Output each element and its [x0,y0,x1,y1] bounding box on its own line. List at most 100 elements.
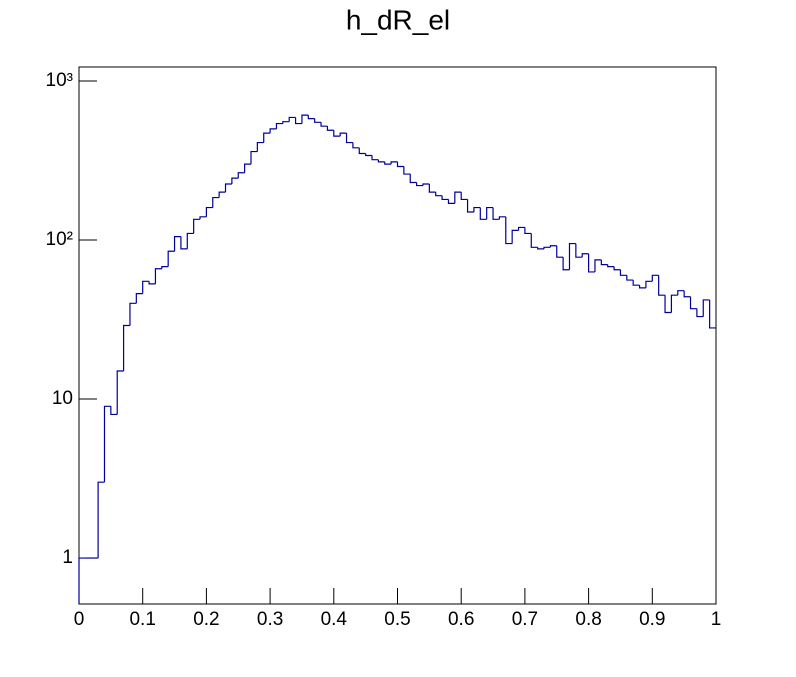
y-tick-label: 1 [62,547,73,568]
histogram-bin [619,269,627,276]
histogram-bin [549,245,557,248]
histogram-bin [365,153,373,157]
histogram-bin [511,229,519,244]
histogram-bin [218,191,226,198]
histogram-bin [371,155,379,161]
y-tick-label: 10 [52,388,73,409]
histogram-bin [142,280,150,294]
histogram-bin [275,122,283,129]
histogram-bin [479,207,487,220]
histogram-bin [263,132,271,143]
histogram-bin [339,132,347,137]
histogram-bin [638,285,646,289]
histogram-bin [664,295,672,314]
histogram-bin [543,246,551,249]
histogram-bin [588,253,595,273]
y-tick-label: 10² [46,229,73,250]
histogram-bin [416,182,423,187]
histogram-bin [97,481,105,559]
histogram-bin [645,280,653,288]
histogram-bin [320,122,328,127]
histogram-bin [422,183,430,186]
histogram-bin [696,308,704,318]
histogram-bin [613,266,621,271]
histogram-bin [250,150,258,165]
histogram-bin [466,199,474,213]
histogram-bin [237,172,245,179]
histogram-bin [358,147,366,155]
histogram-bin [505,216,513,245]
histogram-bin [193,218,201,234]
histogram-bin [282,121,290,124]
histogram-bin [390,161,398,165]
histogram-bin [568,242,576,270]
histogram-bin [435,192,443,197]
histogram-bin [180,236,188,250]
histogram-bin [600,259,608,266]
histogram-bin [333,130,341,137]
histogram-bin [702,299,710,317]
histogram-bin [607,264,615,268]
histogram-bin [454,191,462,204]
histogram-bin [428,184,436,193]
histogram-bin [78,557,86,604]
x-tick-label: 0.4 [321,609,348,630]
histogram-bin [384,161,392,165]
histogram-bin [244,163,251,173]
histogram-bin [269,128,277,134]
x-tick-label: 1 [711,609,722,630]
histogram-bin [173,236,181,252]
histogram-bin [129,302,137,326]
histogram-bin [447,199,455,204]
histogram-bin [556,245,564,258]
histogram-bin [314,118,322,123]
histogram-bin [301,114,309,124]
histogram-bin [562,257,570,271]
histogram-bin [122,324,130,372]
histogram-bin [486,206,494,220]
histogram-bin [148,281,156,285]
histogram-bin [530,233,538,248]
histogram-bin [186,232,194,249]
histogram-bin [498,216,506,220]
histogram-bin [135,293,143,304]
histogram-bin [441,195,449,201]
x-tick-label: 0.1 [129,609,155,630]
histogram-bin [581,253,589,258]
histogram-bin [517,226,525,231]
histogram-bin [473,206,481,213]
histogram-bin [205,206,213,217]
x-tick-label: 0 [74,609,85,630]
histogram-bin [492,207,500,220]
histogram-bin [224,183,232,193]
histogram-bin [307,115,315,120]
histogram-bin [396,161,404,168]
x-tick-label: 0.6 [448,609,474,630]
histogram-bin [575,243,583,258]
y-tick-label: 10³ [46,70,73,91]
histogram-bin [116,370,124,415]
x-tick-label: 0.5 [384,609,410,630]
histogram-bin [709,299,716,329]
histogram-bin [683,290,691,298]
histogram-bin [256,141,264,152]
histogram-bin [161,266,169,269]
histogram-bin [377,159,385,163]
chart-title: h_dR_el [346,4,450,35]
histogram-bin [626,275,634,281]
histogram-bin [460,192,468,201]
histogram-bin [524,227,532,235]
histogram-bin [409,174,417,184]
x-tick-label: 0.2 [193,609,219,630]
histogram-bin [212,196,220,208]
histogram-bin [537,247,545,250]
histogram-bin [110,406,118,416]
histogram-bin [632,280,640,286]
x-tick-label: 0.3 [257,609,283,630]
histogram-bin [103,405,111,483]
x-tick-label: 0.7 [512,609,538,630]
histogram-bin [651,274,659,282]
histogram-bin [658,275,666,296]
